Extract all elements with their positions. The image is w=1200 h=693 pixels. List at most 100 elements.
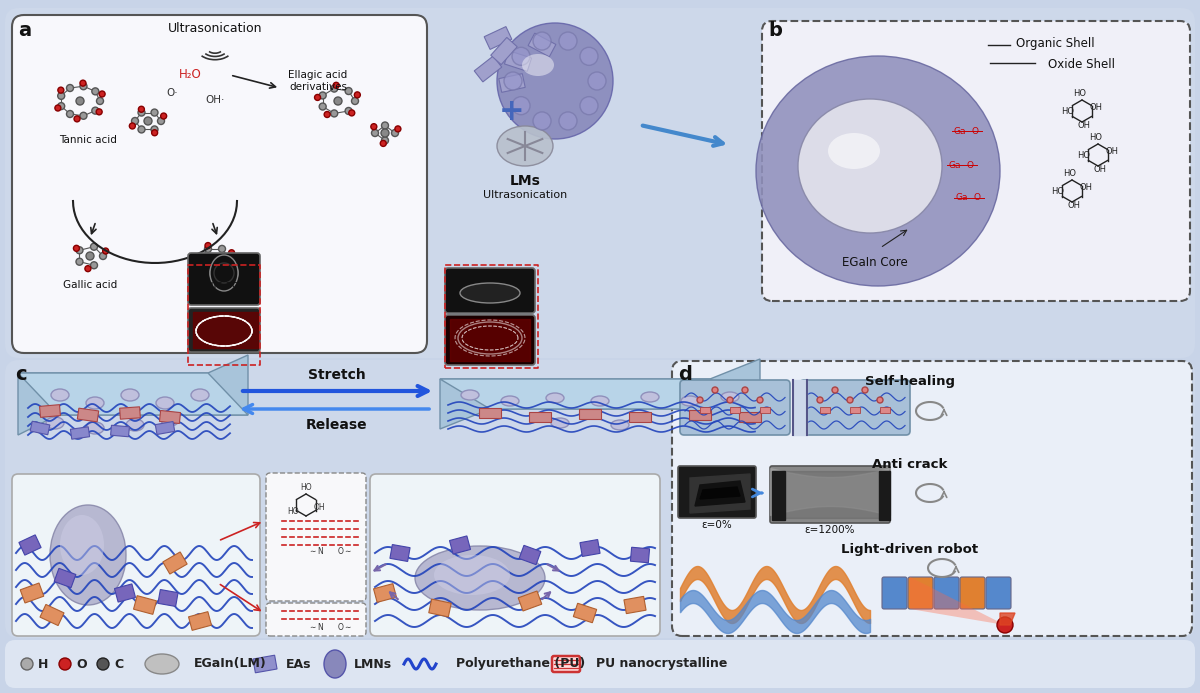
Polygon shape (440, 379, 760, 409)
Polygon shape (878, 471, 890, 520)
Ellipse shape (502, 396, 520, 406)
Circle shape (204, 245, 211, 252)
Ellipse shape (156, 397, 174, 409)
Circle shape (324, 112, 330, 118)
Polygon shape (730, 407, 740, 413)
FancyBboxPatch shape (680, 380, 790, 435)
Circle shape (391, 130, 398, 137)
Circle shape (22, 658, 34, 670)
Ellipse shape (522, 54, 554, 76)
Circle shape (138, 106, 144, 112)
Circle shape (559, 112, 577, 130)
Polygon shape (630, 547, 649, 563)
Circle shape (80, 82, 86, 89)
Circle shape (354, 92, 360, 98)
Circle shape (76, 97, 84, 105)
Text: ε=0%: ε=0% (702, 520, 732, 530)
Text: Ga: Ga (954, 127, 966, 136)
Circle shape (331, 110, 337, 117)
Circle shape (58, 92, 65, 99)
Text: Self-healing: Self-healing (865, 374, 955, 387)
FancyBboxPatch shape (986, 577, 1010, 609)
FancyBboxPatch shape (552, 656, 580, 672)
Circle shape (85, 265, 91, 272)
Text: EAs: EAs (286, 658, 312, 671)
Text: OH·: OH· (205, 95, 224, 105)
Circle shape (66, 110, 73, 118)
Ellipse shape (546, 393, 564, 403)
Circle shape (90, 243, 97, 250)
Text: Ellagic acid
derivatives: Ellagic acid derivatives (288, 70, 348, 91)
Polygon shape (428, 599, 451, 617)
Circle shape (103, 248, 109, 254)
Circle shape (59, 658, 71, 670)
Circle shape (314, 94, 320, 100)
Polygon shape (40, 405, 60, 417)
FancyBboxPatch shape (960, 577, 985, 609)
Circle shape (151, 130, 157, 136)
Polygon shape (18, 373, 248, 415)
Polygon shape (133, 596, 156, 615)
Text: Ultrasonication: Ultrasonication (482, 190, 568, 200)
Text: HO: HO (300, 482, 312, 491)
Polygon shape (163, 552, 187, 574)
Text: O$\sim$: O$\sim$ (337, 620, 353, 631)
Circle shape (58, 103, 65, 109)
Circle shape (220, 267, 226, 274)
Polygon shape (160, 410, 180, 423)
Circle shape (138, 109, 145, 116)
FancyBboxPatch shape (5, 360, 1195, 638)
Text: Ultrasonication: Ultrasonication (168, 21, 263, 35)
Circle shape (319, 92, 326, 99)
Circle shape (382, 137, 389, 144)
Ellipse shape (828, 133, 880, 169)
Text: EGaIn(LM): EGaIn(LM) (194, 658, 266, 671)
Circle shape (144, 117, 152, 125)
Text: HO: HO (1074, 89, 1086, 98)
Polygon shape (690, 474, 750, 513)
Text: $\sim$N: $\sim$N (308, 620, 324, 631)
Circle shape (214, 263, 234, 283)
Ellipse shape (611, 420, 629, 430)
Ellipse shape (756, 56, 1000, 286)
Polygon shape (624, 597, 646, 613)
Text: Anti crack: Anti crack (872, 459, 948, 471)
Ellipse shape (210, 255, 238, 291)
Circle shape (877, 397, 883, 403)
Ellipse shape (434, 555, 510, 595)
Circle shape (151, 109, 158, 116)
Ellipse shape (415, 546, 545, 610)
Polygon shape (77, 408, 98, 422)
Circle shape (204, 263, 211, 270)
Circle shape (533, 32, 551, 50)
Polygon shape (629, 412, 650, 422)
Polygon shape (253, 655, 277, 673)
Circle shape (151, 126, 158, 133)
FancyBboxPatch shape (188, 308, 260, 352)
Ellipse shape (592, 396, 610, 406)
Polygon shape (450, 536, 470, 554)
Polygon shape (155, 421, 175, 435)
Circle shape (196, 261, 202, 266)
Polygon shape (880, 407, 890, 413)
Circle shape (74, 116, 80, 122)
Polygon shape (574, 603, 596, 623)
Text: HO: HO (1063, 170, 1076, 179)
Circle shape (218, 245, 226, 252)
Ellipse shape (721, 392, 739, 402)
Circle shape (742, 387, 748, 393)
Text: Tannic acid: Tannic acid (59, 135, 116, 145)
Circle shape (346, 107, 352, 114)
Polygon shape (504, 51, 532, 71)
Polygon shape (910, 577, 1006, 625)
Circle shape (319, 103, 326, 110)
Polygon shape (390, 545, 410, 561)
Polygon shape (700, 407, 710, 413)
FancyBboxPatch shape (266, 603, 366, 636)
Ellipse shape (798, 99, 942, 233)
Polygon shape (120, 407, 140, 419)
Polygon shape (700, 487, 740, 499)
Text: H: H (38, 658, 48, 671)
Ellipse shape (324, 650, 346, 678)
Circle shape (580, 47, 598, 65)
